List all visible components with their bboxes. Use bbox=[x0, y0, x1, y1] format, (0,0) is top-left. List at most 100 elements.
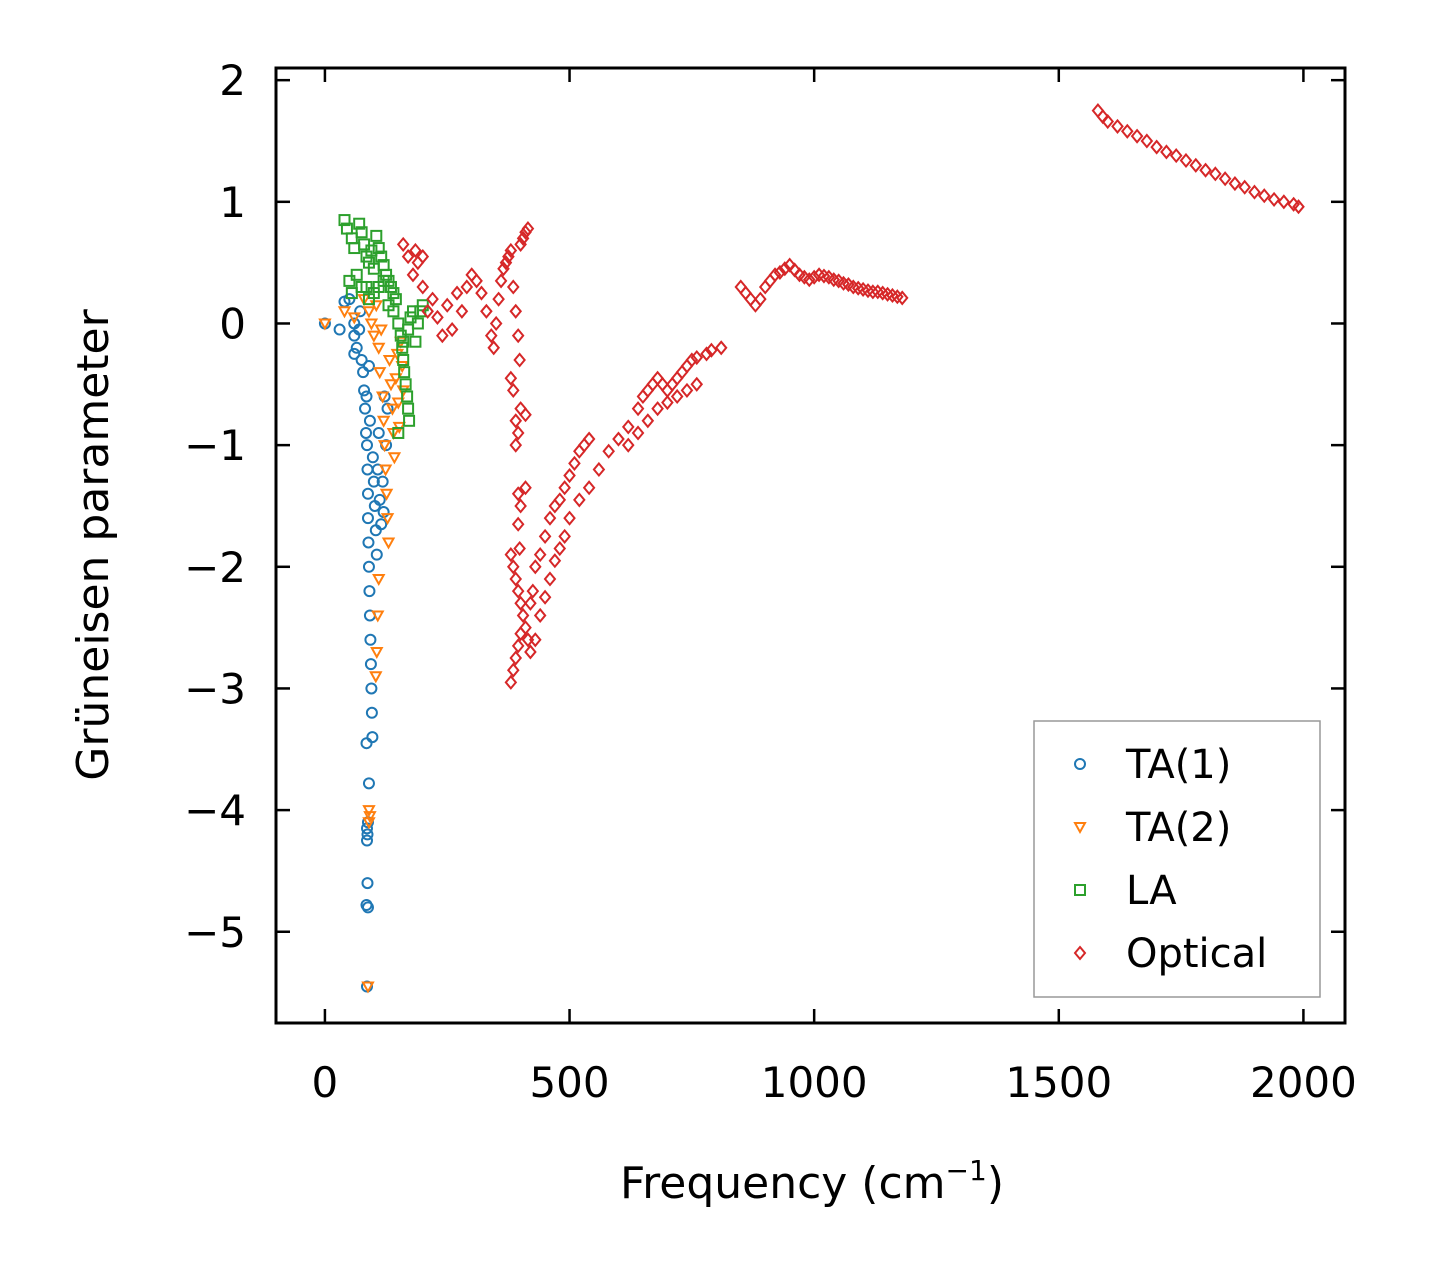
data-point bbox=[318, 318, 332, 331]
y-tick-label: −2 bbox=[184, 543, 246, 592]
data-point bbox=[380, 268, 393, 281]
data-point bbox=[1120, 123, 1134, 139]
data-point bbox=[548, 553, 562, 569]
data-point bbox=[392, 317, 405, 330]
legend-label: Optical bbox=[1126, 931, 1267, 977]
data-point bbox=[426, 291, 439, 307]
data-point bbox=[370, 229, 383, 242]
x-tick-label: 1500 bbox=[1005, 1058, 1112, 1107]
legend-label: LA bbox=[1126, 868, 1177, 914]
data-point bbox=[506, 279, 520, 295]
data-point bbox=[487, 340, 501, 356]
data-point bbox=[563, 510, 576, 526]
data-point bbox=[504, 547, 518, 563]
data-point bbox=[406, 305, 419, 318]
data-point bbox=[343, 293, 356, 306]
data-point bbox=[363, 811, 377, 824]
data-point bbox=[641, 413, 655, 429]
data-point bbox=[504, 674, 518, 690]
data-point bbox=[362, 536, 375, 549]
data-point bbox=[504, 242, 518, 259]
data-point bbox=[377, 274, 390, 287]
legend-marker bbox=[1073, 945, 1087, 961]
data-point bbox=[367, 475, 380, 488]
data-point bbox=[1189, 157, 1203, 173]
data-point bbox=[1160, 144, 1173, 160]
data-point bbox=[511, 583, 525, 599]
data-point bbox=[409, 335, 422, 348]
data-point bbox=[778, 261, 792, 277]
data-point bbox=[516, 607, 530, 624]
legend-marker bbox=[1074, 884, 1086, 896]
data-point bbox=[1209, 166, 1222, 182]
data-point bbox=[384, 379, 398, 392]
y-tick-label: −4 bbox=[184, 786, 246, 835]
data-point bbox=[1111, 118, 1124, 134]
data-point bbox=[1292, 199, 1305, 215]
data-point bbox=[380, 513, 395, 526]
data-point bbox=[494, 273, 508, 289]
data-point bbox=[360, 834, 373, 847]
legend-marker bbox=[1073, 822, 1087, 835]
data-point bbox=[416, 279, 430, 295]
data-point bbox=[484, 328, 498, 344]
data-point bbox=[372, 242, 385, 255]
data-point bbox=[399, 378, 412, 391]
data-point bbox=[573, 492, 586, 508]
data-point bbox=[509, 571, 523, 587]
data-point bbox=[1169, 148, 1183, 164]
x-tick-label: 1000 bbox=[761, 1058, 868, 1107]
data-point bbox=[361, 828, 374, 841]
data-point bbox=[524, 595, 537, 611]
data-point bbox=[511, 638, 525, 654]
data-point bbox=[364, 633, 377, 646]
y-tick-label: −5 bbox=[184, 908, 246, 957]
data-point bbox=[360, 390, 373, 403]
data-point bbox=[558, 480, 571, 496]
data-point bbox=[363, 585, 376, 598]
data-point bbox=[338, 214, 351, 227]
data-point bbox=[895, 290, 909, 306]
data-point bbox=[661, 394, 674, 411]
x-axis-label: Frequency (cm−1) bbox=[620, 1154, 1004, 1209]
data-point bbox=[365, 244, 378, 257]
data-point bbox=[382, 354, 397, 368]
data-point bbox=[379, 488, 394, 501]
data-point bbox=[387, 287, 400, 300]
data-point bbox=[370, 548, 383, 561]
data-point bbox=[333, 323, 346, 336]
data-point bbox=[460, 279, 474, 295]
data-point bbox=[685, 352, 699, 368]
data-point bbox=[372, 426, 385, 439]
data-point bbox=[378, 464, 393, 477]
data-point bbox=[511, 328, 525, 344]
data-point bbox=[475, 285, 488, 301]
data-point bbox=[362, 805, 376, 818]
series-la bbox=[338, 214, 429, 439]
data-point bbox=[373, 367, 387, 380]
data-point bbox=[680, 382, 694, 398]
data-point bbox=[350, 341, 363, 354]
data-point bbox=[509, 650, 523, 666]
data-point bbox=[1277, 194, 1291, 210]
data-point bbox=[347, 312, 361, 325]
data-point bbox=[365, 682, 378, 695]
legend-marker bbox=[1074, 758, 1086, 770]
data-point bbox=[592, 461, 606, 478]
data-point bbox=[445, 321, 459, 338]
data-point bbox=[358, 238, 371, 251]
data-point bbox=[353, 323, 366, 336]
data-point bbox=[768, 267, 782, 283]
data-point bbox=[612, 431, 625, 447]
data-point bbox=[364, 658, 377, 671]
legend-box bbox=[1033, 720, 1321, 998]
data-point bbox=[397, 353, 410, 366]
data-point bbox=[521, 221, 535, 237]
data-point bbox=[513, 352, 526, 368]
data-point bbox=[509, 413, 523, 429]
data-point bbox=[360, 426, 373, 439]
data-point bbox=[362, 560, 375, 573]
data-point bbox=[621, 437, 635, 453]
data-point bbox=[348, 347, 361, 360]
